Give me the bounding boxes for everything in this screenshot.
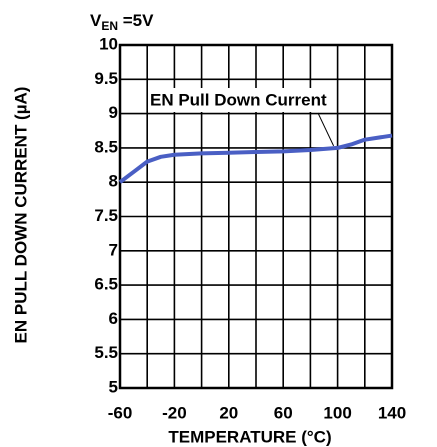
- x-tick-label: 140: [378, 403, 406, 422]
- x-tick-label: 100: [323, 403, 351, 422]
- subtitle: VEN =5V: [90, 11, 154, 33]
- y-tick-label: 6.5: [94, 275, 118, 294]
- y-tick-label: 5: [109, 377, 118, 396]
- y-tick-label: 8: [109, 172, 118, 191]
- subtitle-part: V: [90, 11, 102, 30]
- y-tick-label: 5.5: [94, 343, 118, 362]
- data-line: [118, 133, 393, 184]
- annotation-bg: [148, 88, 334, 112]
- x-axis-label: TEMPERATURE (°C): [168, 427, 331, 446]
- x-tick-label: 60: [274, 403, 293, 422]
- x-tick-label: 20: [219, 403, 238, 422]
- plot-frame: [118, 43, 394, 390]
- y-tick-label: 8.5: [94, 137, 118, 156]
- subtitle-sub: EN: [101, 19, 118, 33]
- y-tick-label: 9.5: [94, 69, 118, 88]
- subtitle-part: =5V: [118, 11, 154, 30]
- y-tick-label: 10: [99, 34, 118, 53]
- annotation-arrow: [317, 112, 335, 147]
- x-tick-label: -20: [162, 403, 187, 422]
- x-tick-label: -60: [108, 403, 133, 422]
- y-tick-label: 7.5: [94, 206, 118, 225]
- y-axis-label: EN PULL DOWN CURRENT (µA): [11, 87, 30, 344]
- y-tick-label: 9: [109, 103, 118, 122]
- y-tick-label: 6: [109, 309, 118, 328]
- annotation: EN Pull Down Current: [150, 90, 327, 109]
- y-tick-label: 7: [109, 240, 118, 259]
